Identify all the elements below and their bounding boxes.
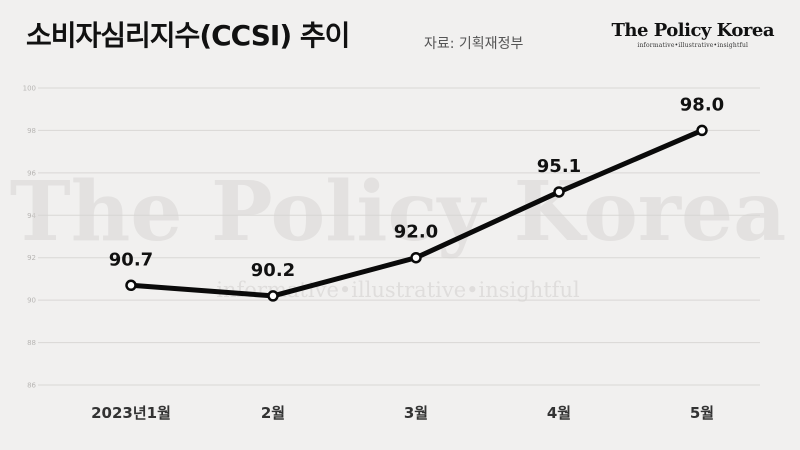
brand-name: The Policy Korea xyxy=(611,20,775,41)
data-point xyxy=(267,290,279,302)
y-tick-label: 100 xyxy=(23,85,36,93)
label-layer: 90.7 90.2 92.0 95.1 98.0 2023년1월 2월 3월 4월 5월 xyxy=(91,94,724,422)
x-tick-label: 4월 xyxy=(547,404,571,422)
x-tick-label: 2월 xyxy=(261,404,285,422)
watermark: The Policy Korea informative•illustrativ… xyxy=(10,164,787,302)
brand-tagline: informative•illustrative•insightful xyxy=(637,42,749,49)
data-label: 92.0 xyxy=(394,222,438,243)
data-point xyxy=(125,279,137,292)
y-tick-label: 96 xyxy=(27,169,36,177)
y-tick-label: 90 xyxy=(27,297,36,305)
data-point xyxy=(410,251,422,264)
data-point xyxy=(696,124,708,137)
y-tick-label: 94 xyxy=(27,212,36,220)
data-point xyxy=(553,186,565,198)
x-tick-label: 3월 xyxy=(404,404,428,422)
y-tick-label: 88 xyxy=(27,339,36,347)
data-label: 90.2 xyxy=(251,260,295,281)
x-tick-label: 2023년1월 xyxy=(91,404,171,422)
data-label: 98.0 xyxy=(680,94,724,115)
chart-title: 소비자심리지수(CCSI) 추이 xyxy=(26,19,350,52)
brand-logo: The Policy Korea informative•illustrativ… xyxy=(611,20,775,49)
y-tick-label: 92 xyxy=(27,254,36,262)
data-label: 90.7 xyxy=(109,249,153,270)
y-tick-label: 98 xyxy=(27,127,36,135)
y-tick-label: 86 xyxy=(27,382,36,390)
series-layer xyxy=(125,124,708,302)
watermark-main: The Policy Korea xyxy=(10,164,787,260)
grid-layer: 86 88 90 92 94 96 98 100 xyxy=(23,85,760,390)
source-note: 자료: 기획재정부 xyxy=(424,36,524,52)
x-tick-label: 5월 xyxy=(690,404,714,422)
data-label: 95.1 xyxy=(537,156,581,177)
